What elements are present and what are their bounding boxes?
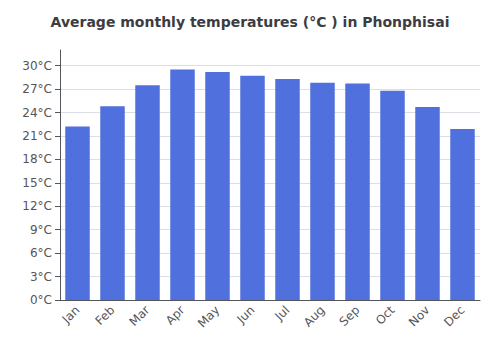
svg-text:Dec: Dec — [441, 303, 467, 329]
svg-text:6°C: 6°C — [30, 246, 52, 260]
svg-text:3°C: 3°C — [30, 270, 52, 284]
svg-text:Aug: Aug — [301, 303, 327, 329]
svg-text:21°C: 21°C — [22, 129, 52, 143]
svg-text:27°C: 27°C — [22, 82, 52, 96]
svg-text:May: May — [195, 303, 222, 330]
svg-text:Feb: Feb — [93, 303, 118, 328]
svg-text:24°C: 24°C — [22, 106, 52, 120]
svg-text:30°C: 30°C — [22, 59, 52, 73]
svg-text:Average monthly temperatures (: Average monthly temperatures (°C ) in Ph… — [51, 14, 450, 30]
svg-text:18°C: 18°C — [22, 152, 52, 166]
svg-text:Nov: Nov — [406, 303, 432, 329]
svg-text:Apr: Apr — [163, 303, 188, 328]
svg-text:Jun: Jun — [234, 303, 258, 327]
svg-text:15°C: 15°C — [22, 176, 52, 190]
svg-text:Mar: Mar — [127, 303, 153, 329]
svg-text:9°C: 9°C — [30, 223, 52, 237]
svg-text:12°C: 12°C — [22, 199, 52, 213]
svg-text:Sep: Sep — [337, 303, 363, 329]
svg-text:Jan: Jan — [59, 303, 83, 327]
svg-text:Jul: Jul — [272, 303, 293, 324]
svg-text:0°C: 0°C — [30, 293, 52, 307]
svg-text:Oct: Oct — [373, 303, 398, 328]
